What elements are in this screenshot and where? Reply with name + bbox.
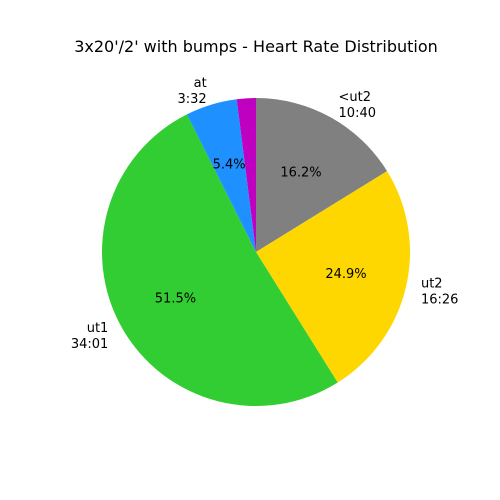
pie-slices	[101, 98, 410, 407]
pie-slice-ut2	[256, 171, 410, 383]
chart-title: 3x20'/2' with bumps - Heart Rate Distrib…	[74, 37, 438, 56]
pie-slice-ut1	[101, 114, 338, 407]
slice-label: <ut2 10:40	[339, 90, 376, 121]
pie-labels: 16.2% <ut2 10:40 24.9% ut2 16:26 51.5% ut1 34:01…	[71, 76, 459, 352]
pct-label: 5.4%	[213, 158, 246, 173]
pct-label: 16.2%	[280, 165, 321, 180]
pct-label: 24.9%	[325, 267, 366, 282]
pie-slice-ut2	[256, 98, 388, 252]
slice-label: ut2 16:26	[421, 277, 458, 308]
slice-label: ut1 34:01	[71, 321, 108, 352]
slice-label: at 3:32	[177, 76, 206, 107]
pie-slice-at	[186, 99, 256, 253]
pct-label: 51.5%	[155, 291, 196, 306]
pie-slice-unlabeled	[236, 98, 256, 252]
